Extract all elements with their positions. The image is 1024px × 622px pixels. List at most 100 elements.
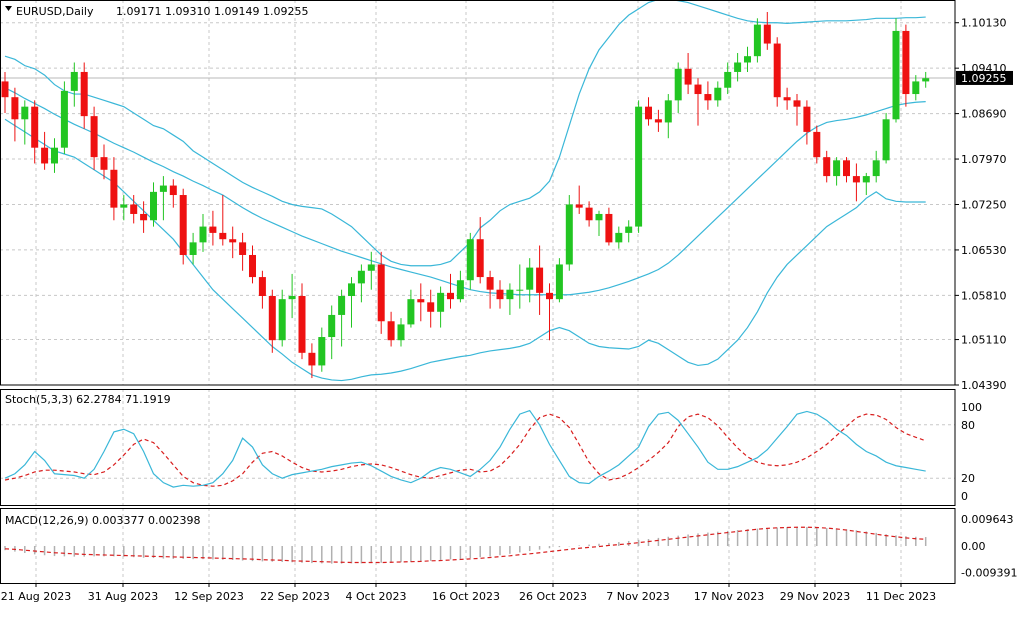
candle-bearish bbox=[476, 239, 484, 278]
candle-bearish bbox=[654, 119, 662, 123]
candle-bearish bbox=[536, 267, 544, 293]
candle-bearish bbox=[843, 160, 850, 177]
candle-bullish bbox=[456, 280, 464, 300]
candle-bullish bbox=[318, 337, 326, 366]
candle-bullish bbox=[635, 106, 643, 227]
candle-bullish bbox=[833, 160, 841, 177]
candle-bearish bbox=[496, 289, 504, 300]
candle-bearish bbox=[763, 24, 771, 44]
candle-bearish bbox=[694, 84, 702, 95]
candle-bearish bbox=[377, 264, 385, 322]
candles bbox=[1, 11, 930, 379]
candle-bullish bbox=[664, 100, 672, 123]
dropdown-triangle-icon[interactable] bbox=[5, 6, 12, 11]
candle-bullish bbox=[714, 87, 722, 101]
stoch-title: Stoch(5,3,3) 62.2784 71.1919 bbox=[5, 393, 171, 406]
candle-bearish bbox=[249, 254, 256, 278]
candle-bearish bbox=[447, 292, 454, 300]
candle-bearish bbox=[31, 106, 39, 148]
candle-bearish bbox=[605, 213, 613, 243]
candle-bearish bbox=[179, 195, 187, 255]
candle-bullish bbox=[199, 226, 207, 243]
candle-bearish bbox=[11, 97, 19, 120]
candle-bullish bbox=[397, 324, 405, 341]
candle-bearish bbox=[486, 277, 494, 290]
stoch-tick-label: 80 bbox=[961, 419, 975, 432]
axes: 21 Aug 2023 31 Aug 2023 12 Sep 2023 22 Sep … bbox=[0, 0, 1013, 603]
candle-bearish bbox=[229, 239, 237, 243]
stoch-tick-label: 100 bbox=[961, 401, 982, 414]
candle-bullish bbox=[506, 289, 514, 300]
bollinger-lower-line bbox=[4, 118, 926, 382]
candle-bearish bbox=[130, 204, 138, 214]
candle-bullish bbox=[466, 239, 474, 281]
candle-bullish bbox=[882, 119, 890, 161]
candle-bearish bbox=[813, 131, 821, 158]
bollinger-upper-line bbox=[4, 0, 926, 267]
candle-bullish bbox=[625, 226, 633, 233]
macd-panel-frame bbox=[0, 508, 956, 584]
candle-bearish bbox=[773, 43, 781, 98]
candle-bearish bbox=[239, 242, 247, 255]
candle-bullish bbox=[555, 264, 563, 300]
candle-bullish bbox=[150, 191, 157, 221]
candle-bearish bbox=[140, 213, 148, 221]
macd-tick-label: 0.009643 bbox=[961, 513, 1014, 526]
candle-bullish bbox=[753, 24, 761, 57]
candle-bullish bbox=[437, 292, 445, 312]
candle-bullish bbox=[565, 204, 573, 265]
price-tick-label: 1.05110 bbox=[961, 334, 1007, 347]
candle-bullish bbox=[407, 299, 415, 325]
macd-tick-label: 0.00 bbox=[961, 540, 986, 553]
candle-bearish bbox=[100, 157, 108, 170]
candle-bullish bbox=[526, 267, 534, 290]
x-tick-label: 12 Sep 2023 bbox=[174, 590, 244, 603]
x-tick-label: 21 Aug 2023 bbox=[1, 590, 71, 603]
candle-bearish bbox=[298, 296, 306, 353]
candle-bearish bbox=[209, 226, 217, 233]
x-tick-label: 7 Nov 2023 bbox=[606, 590, 669, 603]
candle-bullish bbox=[189, 242, 197, 255]
stoch-signal-line bbox=[4, 413, 926, 487]
candle-bullish bbox=[348, 283, 355, 297]
candle-bearish bbox=[704, 94, 712, 101]
x-tick-label: 29 Nov 2023 bbox=[780, 590, 850, 603]
candle-bullish bbox=[367, 264, 375, 271]
stoch-tick-label: 0 bbox=[961, 490, 968, 503]
candle-bullish bbox=[120, 204, 128, 208]
candle-bearish bbox=[258, 277, 266, 297]
price-tick-label: 1.07250 bbox=[961, 198, 1007, 211]
candle-bullish bbox=[60, 90, 68, 148]
candle-bullish bbox=[872, 160, 880, 177]
candle-bullish bbox=[21, 106, 29, 120]
candle-bullish bbox=[516, 289, 524, 291]
candle-bullish bbox=[912, 81, 920, 95]
stoch-main-line bbox=[4, 409, 926, 488]
bollinger-bands bbox=[4, 0, 926, 382]
candle-bullish bbox=[338, 296, 346, 315]
main-header: EURUSD,Daily 1.09171 1.09310 1.09149 1.0… bbox=[5, 5, 308, 18]
candle-bearish bbox=[427, 302, 435, 312]
x-tick-label: 17 Nov 2023 bbox=[694, 590, 764, 603]
x-tick-label: 22 Sep 2023 bbox=[260, 590, 330, 603]
candle-bearish bbox=[417, 299, 425, 303]
macd-tick-label: -0.009391 bbox=[961, 566, 1017, 579]
candle-bullish bbox=[357, 270, 365, 284]
x-tick-label: 11 Dec 2023 bbox=[866, 590, 936, 603]
candle-bullish bbox=[159, 185, 167, 192]
stoch-panel-frame bbox=[0, 389, 956, 506]
candle-bullish bbox=[734, 62, 742, 72]
candle-bullish bbox=[615, 232, 623, 243]
price-tick-label: 1.07970 bbox=[961, 153, 1007, 166]
main-panel-frame bbox=[0, 0, 956, 386]
candle-bearish bbox=[219, 232, 227, 240]
macd-title: MACD(12,26,9) 0.003377 0.002398 bbox=[5, 514, 201, 527]
candle-bullish bbox=[724, 71, 732, 88]
candle-bearish bbox=[783, 97, 791, 101]
candle-bearish bbox=[793, 100, 801, 107]
candle-bearish bbox=[585, 207, 593, 221]
candle-bearish bbox=[823, 157, 831, 177]
candle-bullish bbox=[288, 296, 296, 300]
